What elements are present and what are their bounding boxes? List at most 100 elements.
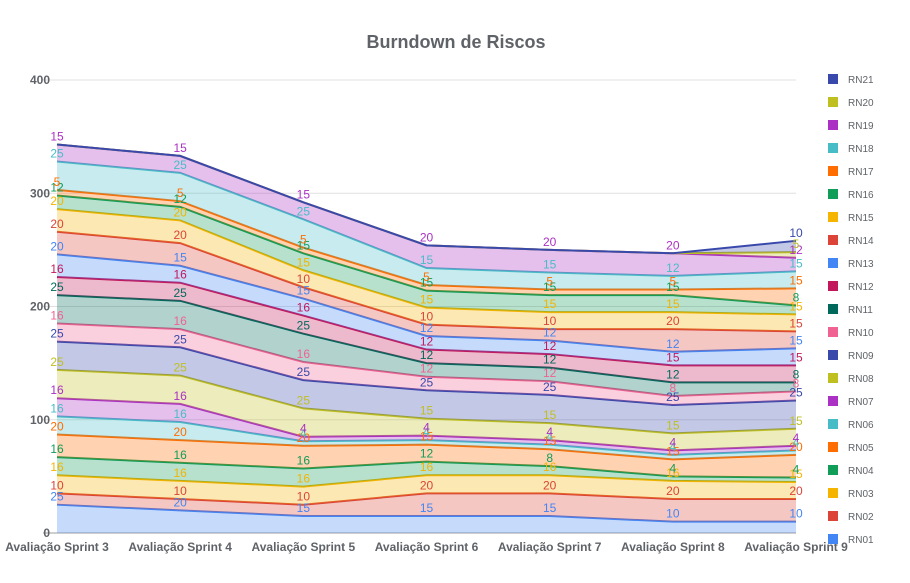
data-label-rn11: 25 [297, 319, 311, 333]
data-label-rn08: 25 [297, 393, 311, 407]
x-tick-label: Avaliação Sprint 9 [744, 540, 848, 554]
data-label-rn06: 16 [173, 407, 187, 421]
data-label-rn14: 10 [543, 314, 557, 328]
line-rn10 [56, 322, 797, 397]
data-label-rn18: 12 [666, 261, 680, 275]
data-label-rn17: 5 [177, 186, 184, 200]
data-label-rn07: 4 [546, 425, 553, 439]
data-label-rn14: 10 [297, 272, 311, 286]
line-rn21 [56, 143, 797, 255]
data-label-rn09: 25 [50, 327, 64, 341]
data-label-rn12: 16 [173, 268, 187, 282]
data-label-rn07: 4 [793, 431, 800, 445]
y-tick-label: 100 [30, 413, 50, 427]
data-label-rn19: 20 [666, 238, 680, 252]
legend-label-rn17: RN17 [848, 167, 874, 178]
line-rn08 [56, 368, 797, 435]
legend-label-rn14: RN14 [848, 236, 874, 247]
data-label-rn10: 12 [543, 366, 557, 380]
data-label-rn01: 10 [666, 507, 680, 521]
data-label-rn15: 20 [173, 205, 187, 219]
data-label-rn05: 15 [420, 430, 434, 444]
data-label-rn18: 25 [50, 147, 64, 161]
data-label-rn05: 20 [173, 425, 187, 439]
data-label-rn12: 16 [50, 262, 64, 276]
data-label-rn11: 12 [543, 353, 557, 367]
data-label-rn10: 8 [669, 381, 676, 395]
data-label-rn13: 12 [420, 321, 434, 335]
legend-label-rn21: RN21 [848, 75, 874, 86]
legend-swatch-rn09 [828, 350, 838, 360]
data-label-rn18: 15 [789, 256, 803, 270]
data-label-rn04: 16 [173, 448, 187, 462]
data-label-rn09: 25 [666, 390, 680, 404]
data-label-rn10: 16 [50, 308, 64, 322]
data-label-rn13: 20 [50, 239, 64, 253]
data-label-rn16: 15 [420, 276, 434, 290]
legend-label-rn10: RN10 [848, 328, 874, 339]
legend-swatch-rn04 [828, 465, 838, 475]
area-rn04 [57, 457, 796, 487]
legend-swatch-rn11 [828, 304, 838, 314]
area-rn18 [57, 161, 796, 290]
area-rn02 [57, 493, 796, 522]
legend-label-rn18: RN18 [848, 144, 874, 155]
line-rn17 [56, 188, 797, 291]
data-label-rn12: 15 [666, 350, 680, 364]
data-label-rn12: 12 [420, 335, 434, 349]
legend-swatch-rn20 [828, 97, 838, 107]
data-label-rn12: 15 [789, 350, 803, 364]
legend-label-rn02: RN02 [848, 512, 874, 523]
x-tick-label: Avaliação Sprint 7 [498, 540, 602, 554]
legend-label-rn12: RN12 [848, 282, 874, 293]
data-label-rn01: 15 [297, 501, 311, 515]
data-label-rn03: 16 [50, 460, 64, 474]
legend-label-rn16: RN16 [848, 190, 874, 201]
legend-swatch-rn21 [828, 74, 838, 84]
area-rn01 [57, 504, 796, 533]
x-tick-label: Avaliação Sprint 5 [252, 540, 356, 554]
data-label-rn07: 16 [173, 389, 187, 403]
data-label-rn09: 25 [543, 380, 557, 394]
x-tick-label: Avaliação Sprint 4 [128, 540, 232, 554]
data-label-rn12: 12 [543, 339, 557, 353]
data-label-rn14: 20 [50, 217, 64, 231]
data-label-rn06: 16 [50, 401, 64, 415]
data-label-rn04: 16 [50, 442, 64, 456]
area-rn05 [57, 434, 796, 478]
data-label-rn06: 4 [546, 430, 553, 444]
y-axis-ticks: 0 100 200 300 400 [30, 73, 50, 540]
line-rn05 [56, 433, 797, 461]
data-label-rn04: 4 [669, 461, 676, 475]
legend-swatch-rn03 [828, 488, 838, 498]
data-label-rn15: 15 [420, 293, 434, 307]
area-rn10 [57, 323, 796, 406]
line-rn01 [56, 503, 796, 523]
data-label-rn02: 10 [50, 478, 64, 492]
line-rn15 [56, 208, 797, 316]
x-axis-ticks: Avaliação Sprint 3 Avaliação Sprint 4 Aval… [5, 540, 848, 554]
data-label-rn02: 20 [789, 484, 803, 498]
data-label-rn10: 16 [297, 347, 311, 361]
line-rn16 [56, 194, 797, 307]
data-label-rn02: 10 [173, 484, 187, 498]
data-label-rn12: 16 [297, 301, 311, 315]
data-label-rn03: 16 [543, 460, 557, 474]
data-label-rn03: 16 [297, 472, 311, 486]
chart-title: Burndown de Riscos [366, 32, 545, 52]
data-label-rn17: 5 [423, 270, 430, 284]
legend-swatch-rn14 [828, 235, 838, 245]
stacked-areas [56, 143, 797, 533]
data-label-rn17: 5 [300, 233, 307, 247]
data-label-rn15: 20 [50, 194, 64, 208]
data-label-rn10: 16 [173, 314, 187, 328]
data-label-rn14: 20 [666, 314, 680, 328]
legend-swatch-rn16 [828, 189, 838, 199]
data-label-rn05: 15 [543, 434, 557, 448]
x-tick-label: Avaliação Sprint 8 [621, 540, 725, 554]
data-label-rn11: 8 [793, 367, 800, 381]
line-rn18 [56, 160, 797, 277]
legend-label-rn04: RN04 [848, 466, 874, 477]
data-label-rn08: 25 [50, 355, 64, 369]
